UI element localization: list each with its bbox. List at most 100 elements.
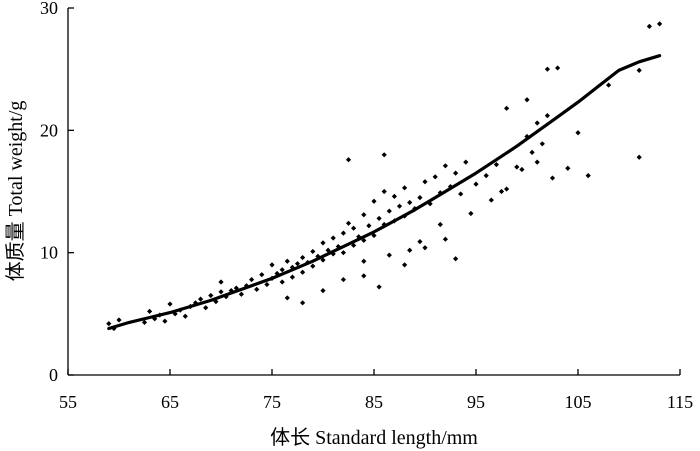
data-point bbox=[310, 248, 316, 255]
data-point bbox=[453, 256, 459, 262]
data-point bbox=[284, 295, 290, 301]
data-point bbox=[376, 215, 382, 222]
data-point bbox=[340, 250, 346, 256]
data-point bbox=[504, 105, 510, 111]
data-point bbox=[402, 185, 408, 191]
data-point bbox=[636, 67, 642, 73]
data-point bbox=[432, 174, 438, 180]
data-point bbox=[147, 308, 153, 314]
data-point bbox=[606, 82, 612, 88]
data-point bbox=[453, 170, 459, 176]
data-point bbox=[279, 279, 285, 285]
data-point bbox=[407, 199, 413, 206]
data-point bbox=[340, 276, 346, 283]
data-point bbox=[524, 97, 530, 103]
data-point bbox=[289, 264, 295, 270]
data-point bbox=[351, 225, 357, 231]
data-point bbox=[498, 188, 505, 195]
axes bbox=[67, 8, 680, 376]
data-point bbox=[259, 272, 265, 278]
data-point bbox=[294, 261, 301, 267]
data-point bbox=[391, 193, 397, 199]
y-axis-title: 体质量 Total weight/g bbox=[4, 101, 27, 282]
data-point bbox=[340, 230, 346, 236]
data-point bbox=[141, 319, 148, 325]
data-point bbox=[549, 175, 556, 181]
data-point bbox=[361, 273, 367, 279]
data-point bbox=[504, 186, 510, 192]
data-point bbox=[646, 23, 652, 29]
data-point bbox=[320, 287, 326, 294]
data-point bbox=[254, 286, 260, 292]
data-point bbox=[116, 317, 122, 323]
data-point bbox=[238, 291, 244, 297]
data-point bbox=[106, 321, 112, 327]
data-point bbox=[396, 203, 403, 209]
data-point bbox=[351, 242, 357, 248]
data-point bbox=[427, 201, 433, 207]
data-point bbox=[228, 287, 234, 294]
data-point bbox=[213, 299, 219, 305]
data-point bbox=[330, 235, 336, 241]
x-tick-label: 115 bbox=[667, 392, 693, 412]
data-point bbox=[575, 130, 581, 136]
data-point bbox=[233, 285, 239, 291]
data-point bbox=[483, 172, 489, 179]
ticks: 55 65 75 85 95 105 115 0 10 20 30 bbox=[40, 0, 693, 412]
data-point bbox=[539, 141, 545, 147]
x-tick-label: 55 bbox=[59, 392, 77, 412]
data-point bbox=[468, 210, 474, 217]
data-point bbox=[279, 267, 285, 273]
data-point bbox=[243, 283, 250, 289]
data-point bbox=[269, 262, 275, 268]
fitted-curve bbox=[107, 54, 662, 331]
y-tick-label: 20 bbox=[40, 120, 58, 140]
data-point bbox=[381, 188, 387, 195]
data-point bbox=[345, 220, 352, 226]
data-point bbox=[172, 311, 178, 317]
data-point bbox=[325, 247, 331, 253]
data-point bbox=[361, 212, 367, 218]
data-point bbox=[473, 181, 479, 187]
data-point bbox=[442, 163, 448, 169]
data-point bbox=[463, 159, 469, 165]
data-point bbox=[218, 279, 224, 285]
data-point bbox=[300, 300, 306, 306]
data-point bbox=[407, 247, 413, 253]
data-point bbox=[376, 284, 382, 290]
data-point bbox=[657, 21, 663, 27]
data-point bbox=[585, 172, 591, 179]
data-point bbox=[519, 166, 525, 173]
data-point bbox=[636, 154, 642, 160]
data-point bbox=[565, 165, 571, 171]
x-tick-label: 75 bbox=[263, 392, 281, 412]
data-point bbox=[529, 149, 535, 155]
data-point bbox=[366, 223, 372, 229]
x-tick-label: 85 bbox=[365, 392, 383, 412]
data-point bbox=[330, 251, 336, 257]
x-tick-label: 105 bbox=[565, 392, 592, 412]
data-point bbox=[264, 281, 270, 288]
data-point bbox=[493, 161, 499, 168]
data-points bbox=[106, 21, 663, 332]
data-point bbox=[555, 65, 561, 71]
data-point bbox=[361, 258, 367, 264]
data-point bbox=[198, 296, 204, 302]
data-point bbox=[300, 254, 306, 261]
data-point bbox=[218, 289, 224, 295]
data-point bbox=[386, 208, 392, 214]
x-tick-label: 65 bbox=[161, 392, 179, 412]
data-point bbox=[320, 240, 326, 246]
data-point bbox=[437, 221, 443, 228]
data-point bbox=[249, 276, 255, 283]
data-point bbox=[274, 270, 280, 277]
data-point bbox=[458, 191, 464, 197]
data-point bbox=[208, 292, 214, 299]
y-tick-label: 30 bbox=[40, 0, 58, 18]
data-point bbox=[203, 305, 209, 311]
data-point bbox=[544, 66, 550, 72]
y-tick-label: 0 bbox=[49, 365, 58, 385]
data-point bbox=[417, 195, 423, 201]
x-tick-label: 95 bbox=[467, 392, 485, 412]
